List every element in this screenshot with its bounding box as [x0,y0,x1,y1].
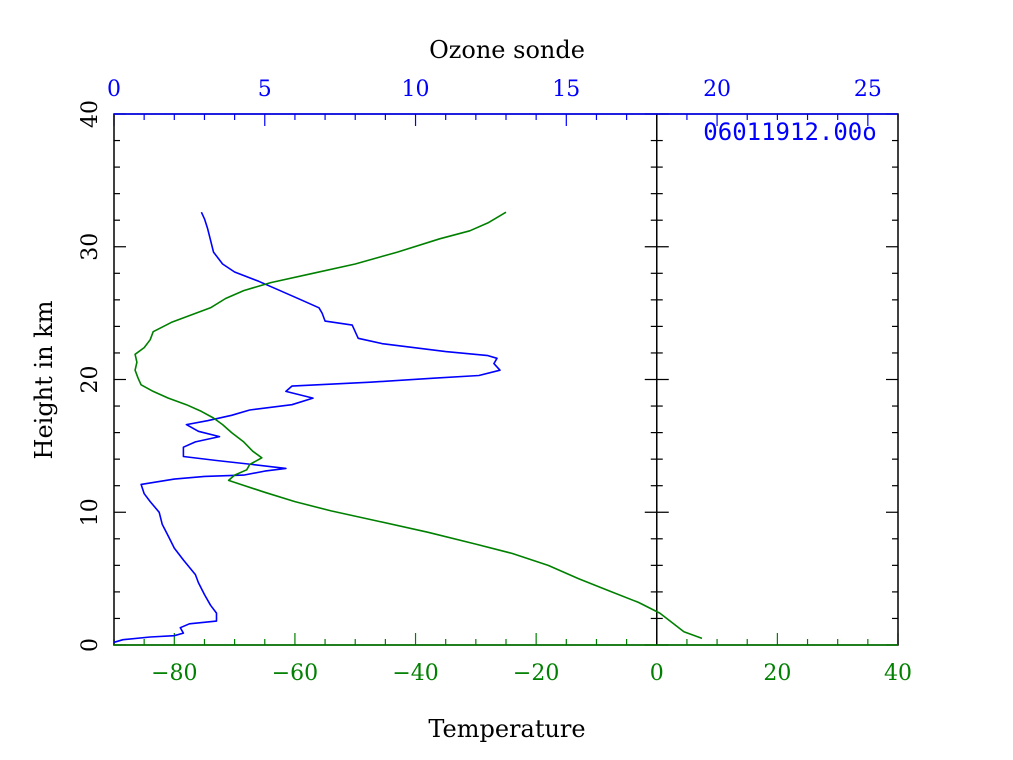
top-tick-label: 5 [258,77,272,102]
top-tick-label: 10 [402,77,430,102]
left-tick-label: 30 [78,233,103,261]
axis-ticks [113,113,899,646]
ozone-profile-line [113,211,501,644]
bottom-tick-label: −60 [272,661,318,686]
top-tick-label: 15 [552,77,580,102]
left-tick-label: 40 [78,100,103,128]
top-tick-label: 25 [854,77,882,102]
series-layer [113,211,703,644]
bottom-tick-label: −80 [151,661,197,686]
chart-title: Ozone sonde [429,36,585,64]
top-tick-label: 20 [703,77,731,102]
sonde-id-annotation: 06011912.00o [703,118,876,146]
bottom-tick-label: 40 [884,661,912,686]
bottom-tick-label: −40 [392,661,438,686]
y-axis-label: Height in km [30,300,58,459]
bottom-tick-label: 20 [763,661,791,686]
left-tick-label: 20 [78,366,103,394]
top-tick-label: 0 [107,77,121,102]
temperature-profile-line [134,211,703,640]
x-axis-label: Temperature [428,715,585,743]
bottom-tick-label: −20 [513,661,559,686]
left-tick-label: 0 [78,638,103,652]
bottom-tick-label: 0 [650,661,664,686]
plot-frame [113,113,899,646]
left-tick-label: 10 [78,498,103,526]
